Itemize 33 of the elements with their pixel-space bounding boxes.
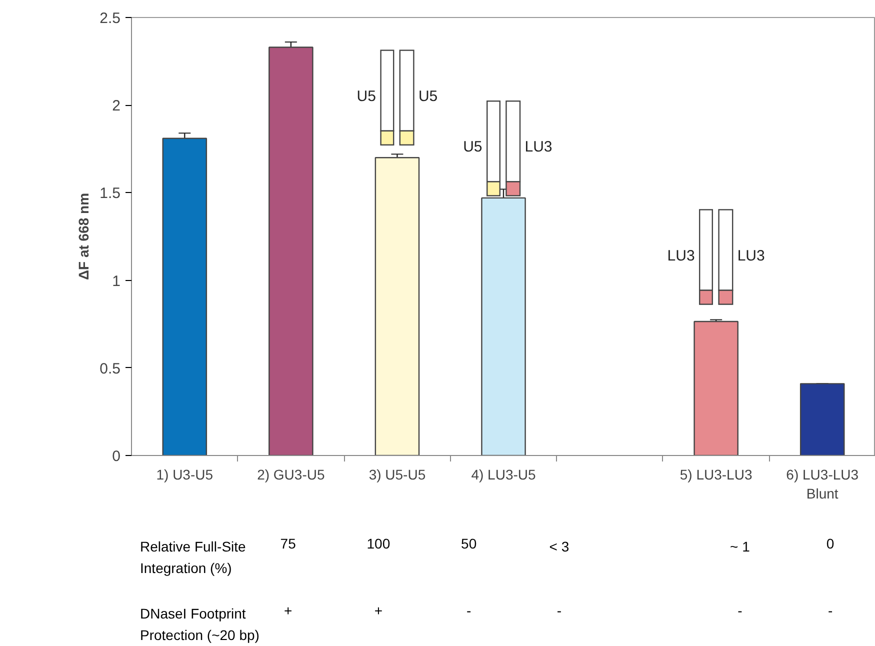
x-tick-label: 6) LU3-LU3 Blunt — [786, 466, 859, 502]
x-tick-label: 4) LU3-U5 — [471, 466, 536, 482]
text: 100 — [366, 536, 390, 552]
x-tick-label: 3) U5-U5 — [368, 466, 426, 482]
y-tick-label: 0 — [112, 448, 120, 465]
text: + — [284, 602, 292, 618]
text: < 3 — [549, 538, 570, 554]
annotation: U5 — [418, 88, 438, 105]
annotation: LU3 — [524, 138, 552, 156]
annotation: LU3 — [737, 247, 765, 264]
text: Relative Full-Site Integration (%) — [140, 538, 246, 576]
annotation: U5 — [356, 88, 376, 105]
y-tick-label: 1 — [112, 272, 120, 290]
y-tick-label: 1.5 — [100, 185, 121, 202]
annotation: U5 — [463, 138, 482, 156]
text: DNaseI Footprint Protection (~20 bp) — [140, 606, 260, 644]
text: - — [738, 602, 743, 618]
text: - — [556, 602, 562, 618]
x-tick-label: 2) GU3-U5 — [257, 466, 325, 482]
text: - — [828, 602, 833, 618]
x-tick-label: 1) U3-U5 — [156, 466, 214, 482]
y-tick-label: 2.5 — [100, 10, 121, 27]
annotation: LU3 — [667, 247, 695, 264]
text: 50 — [461, 536, 477, 552]
text: + — [374, 602, 383, 618]
y-axis-title: ΔF at 668 nm — [76, 192, 92, 280]
text: - — [466, 602, 472, 618]
x-tick-label: 5) LU3-LU3 — [680, 466, 752, 482]
text: 0 — [826, 536, 834, 552]
text: 75 — [280, 536, 296, 552]
y-tick-label: 2 — [112, 98, 120, 115]
text: ~ 1 — [730, 538, 750, 554]
y-tick-label: 0.5 — [100, 360, 121, 378]
